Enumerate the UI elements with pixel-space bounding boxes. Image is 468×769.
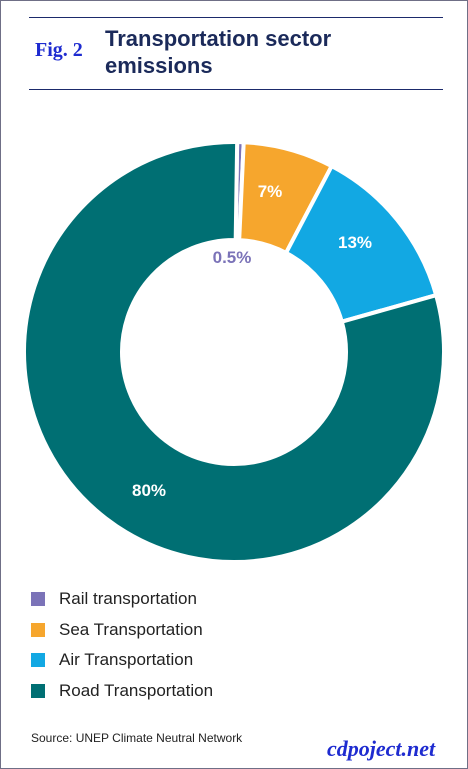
data-label-rail: 0.5%: [213, 248, 252, 267]
legend-item-air: Air Transportation: [31, 645, 213, 676]
legend-item-sea: Sea Transportation: [31, 615, 213, 646]
source-note: Source: UNEP Climate Neutral Network: [31, 731, 243, 745]
legend-label-rail: Rail transportation: [59, 589, 197, 609]
top-rule: [29, 17, 443, 18]
legend-item-road: Road Transportation: [31, 676, 213, 707]
legend-label-air: Air Transportation: [59, 650, 194, 670]
data-label-air: 13%: [338, 233, 372, 252]
title-rule: [29, 89, 443, 90]
watermark: cdpoject.net: [327, 736, 436, 761]
figure-label: Fig. 2: [35, 39, 83, 61]
legend-swatch-rail: [31, 592, 45, 607]
chart-title: Transportation sector emissions: [105, 26, 332, 78]
legend-swatch-sea: [31, 622, 45, 637]
legend-label-road: Road Transportation: [59, 680, 214, 700]
legend-label-sea: Sea Transportation: [59, 619, 203, 639]
donut-chart: 0.5% 7% 13% 80%: [22, 139, 446, 564]
slice-road: [22, 140, 446, 564]
data-label-road: 80%: [132, 481, 166, 500]
legend: Rail transportation Sea Transportation A…: [31, 584, 213, 706]
legend-swatch-air: [31, 653, 45, 668]
legend-item-rail: Rail transportation: [31, 584, 213, 615]
legend-swatch-road: [31, 683, 45, 698]
data-label-sea: 7%: [258, 182, 283, 201]
